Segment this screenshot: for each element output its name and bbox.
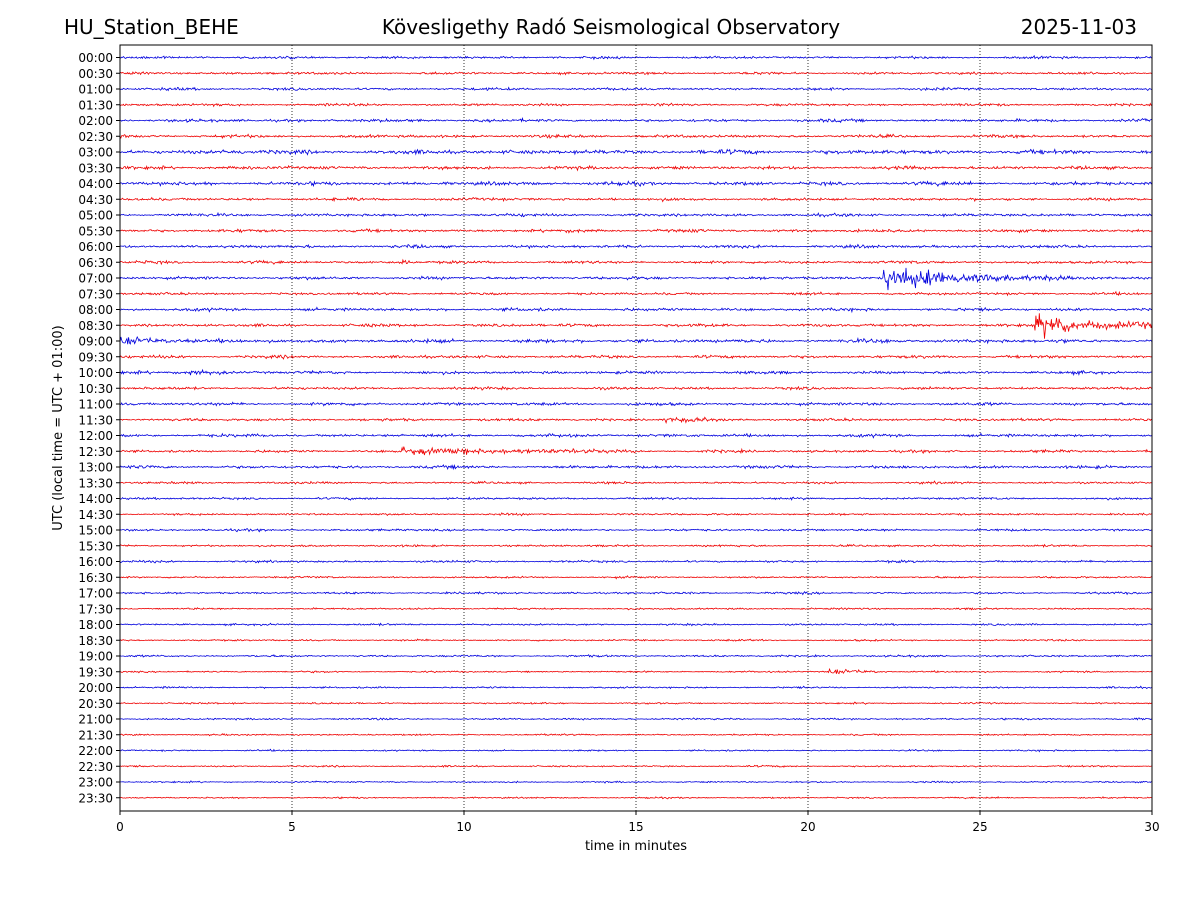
trace-1100 bbox=[119, 401, 1153, 407]
trace-0630 bbox=[119, 258, 1153, 266]
x-axis-label: time in minutes bbox=[585, 839, 687, 854]
y-tick-label: 08:30 bbox=[78, 319, 113, 333]
trace-0430 bbox=[119, 196, 1153, 203]
trace-1700 bbox=[119, 590, 1153, 596]
record-date: 2025-11-03 bbox=[1020, 15, 1137, 39]
y-tick-label: 02:00 bbox=[78, 114, 113, 128]
y-tick-label: 00:00 bbox=[78, 51, 113, 65]
y-tick-label: 13:00 bbox=[78, 461, 113, 475]
trace-2230 bbox=[119, 764, 1153, 768]
y-tick-label: 01:00 bbox=[78, 83, 113, 97]
y-tick-label: 13:30 bbox=[78, 476, 113, 490]
trace-0500 bbox=[119, 211, 1153, 218]
trace-0230 bbox=[119, 133, 1153, 140]
trace-0330 bbox=[119, 164, 1153, 172]
y-tick-label: 03:00 bbox=[78, 146, 113, 160]
trace-0530 bbox=[119, 228, 1153, 234]
y-tick-label: 10:30 bbox=[78, 382, 113, 396]
y-tick-label: 21:30 bbox=[78, 728, 113, 742]
y-tick-label: 18:00 bbox=[78, 618, 113, 632]
y-tick-label: 20:30 bbox=[78, 697, 113, 711]
y-tick-label: 05:30 bbox=[78, 224, 113, 238]
x-tick-label: 15 bbox=[628, 820, 643, 834]
y-tick-label: 18:30 bbox=[78, 634, 113, 648]
y-tick-label: 10:00 bbox=[78, 366, 113, 380]
x-tick-label: 10 bbox=[456, 820, 471, 834]
y-tick-label: 04:00 bbox=[78, 177, 113, 191]
trace-2300 bbox=[119, 780, 1153, 784]
trace-2100 bbox=[119, 717, 1153, 721]
y-tick-label: 15:30 bbox=[78, 539, 113, 553]
y-tick-label: 14:00 bbox=[78, 492, 113, 506]
y-tick-label: 04:30 bbox=[78, 193, 113, 207]
y-tick-label: 21:00 bbox=[78, 713, 113, 727]
y-tick-label: 23:00 bbox=[78, 776, 113, 790]
y-tick-label: 17:00 bbox=[78, 587, 113, 601]
y-tick-label: 01:30 bbox=[78, 98, 113, 112]
x-tick-label: 5 bbox=[288, 820, 296, 834]
y-tick-label: 20:00 bbox=[78, 681, 113, 695]
y-tick-label: 09:30 bbox=[78, 350, 113, 364]
y-tick-label: 06:30 bbox=[78, 256, 113, 270]
x-tick-label: 0 bbox=[116, 820, 124, 834]
x-axis-ticks: 0 5 10 15 20 25 30 bbox=[116, 811, 1160, 834]
y-tick-label: 07:00 bbox=[78, 272, 113, 286]
y-tick-label: 08:00 bbox=[78, 303, 113, 317]
y-tick-label: 19:30 bbox=[78, 665, 113, 679]
y-tick-label: 12:00 bbox=[78, 429, 113, 443]
y-tick-label: 07:30 bbox=[78, 287, 113, 301]
y-tick-label: 19:00 bbox=[78, 650, 113, 664]
y-tick-label: 15:00 bbox=[78, 524, 113, 538]
trace-2030 bbox=[119, 701, 1153, 705]
y-tick-label: 23:30 bbox=[78, 791, 113, 805]
vertical-gridlines bbox=[291, 45, 981, 811]
x-tick-label: 30 bbox=[1144, 820, 1159, 834]
y-tick-label: 22:00 bbox=[78, 744, 113, 758]
y-tick-label: 03:30 bbox=[78, 161, 113, 175]
x-tick-label: 25 bbox=[972, 820, 987, 834]
y-tick-label: 16:00 bbox=[78, 555, 113, 569]
y-tick-label: 14:30 bbox=[78, 508, 113, 522]
y-tick-label: 17:30 bbox=[78, 602, 113, 616]
trace-0900 bbox=[119, 336, 1153, 345]
y-tick-label: 05:00 bbox=[78, 209, 113, 223]
y-tick-label: 00:30 bbox=[78, 67, 113, 81]
y-tick-label: 02:30 bbox=[78, 130, 113, 144]
y-axis-label: UTC (local time = UTC + 01:00) bbox=[51, 325, 66, 530]
trace-0100 bbox=[119, 86, 1153, 92]
y-tick-label: 12:30 bbox=[78, 445, 113, 459]
y-tick-label: 11:30 bbox=[78, 413, 113, 427]
y-tick-label: 06:00 bbox=[78, 240, 113, 254]
station-name: HU_Station_BEHE bbox=[64, 15, 239, 39]
y-tick-label: 11:00 bbox=[78, 398, 113, 412]
y-tick-label: 16:30 bbox=[78, 571, 113, 585]
trace-0830 bbox=[119, 313, 1153, 339]
y-tick-label: 09:00 bbox=[78, 335, 113, 349]
trace-1900 bbox=[119, 653, 1153, 659]
chart-title: Kövesligethy Radó Seismological Observat… bbox=[381, 15, 841, 39]
x-tick-label: 20 bbox=[800, 820, 815, 834]
y-tick-label: 22:30 bbox=[78, 760, 113, 774]
